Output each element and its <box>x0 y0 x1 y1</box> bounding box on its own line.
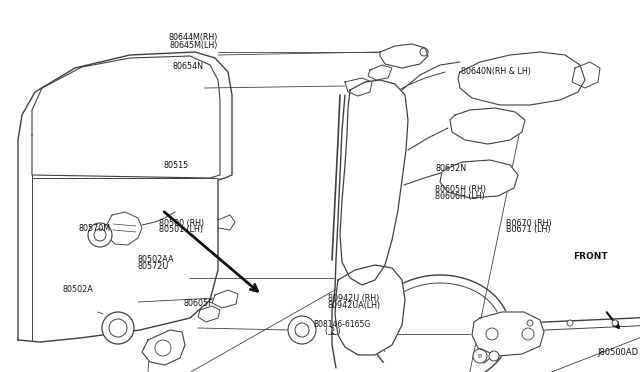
Circle shape <box>489 351 499 361</box>
Polygon shape <box>345 78 372 96</box>
Text: 80502AA: 80502AA <box>138 255 174 264</box>
Polygon shape <box>198 306 220 322</box>
Polygon shape <box>450 108 525 144</box>
Text: 80500 (RH): 80500 (RH) <box>159 219 204 228</box>
Polygon shape <box>368 65 392 80</box>
Polygon shape <box>440 160 518 198</box>
Circle shape <box>288 316 316 344</box>
Circle shape <box>94 229 106 241</box>
Text: J80500AD: J80500AD <box>598 348 639 357</box>
Text: 80640N(RH & LH): 80640N(RH & LH) <box>461 67 531 76</box>
Text: B0670 (RH): B0670 (RH) <box>506 219 551 228</box>
Circle shape <box>473 349 487 363</box>
Text: 80645M(LH): 80645M(LH) <box>169 41 218 50</box>
Text: 80652N: 80652N <box>435 164 467 173</box>
Text: 80605F: 80605F <box>184 299 213 308</box>
Polygon shape <box>340 80 408 285</box>
Circle shape <box>486 328 498 340</box>
Text: B08146-6165G: B08146-6165G <box>314 320 371 329</box>
Circle shape <box>295 323 309 337</box>
Text: 80501 (LH): 80501 (LH) <box>159 225 203 234</box>
Polygon shape <box>142 330 185 365</box>
Text: B0671 (LH): B0671 (LH) <box>506 225 550 234</box>
Polygon shape <box>472 312 544 356</box>
Polygon shape <box>335 265 405 355</box>
Circle shape <box>88 223 112 247</box>
Text: 80572U: 80572U <box>138 262 169 271</box>
Circle shape <box>420 48 428 56</box>
Polygon shape <box>458 52 585 105</box>
Text: 80502A: 80502A <box>63 285 93 294</box>
Text: 80644M(RH): 80644M(RH) <box>168 33 218 42</box>
Text: 80654N: 80654N <box>173 62 204 71</box>
Polygon shape <box>212 290 238 308</box>
Polygon shape <box>380 44 428 68</box>
Text: 80942UA(LH): 80942UA(LH) <box>328 301 381 310</box>
Text: B: B <box>478 353 482 359</box>
Circle shape <box>612 320 618 326</box>
Circle shape <box>102 312 134 344</box>
Text: 80605H (RH): 80605H (RH) <box>435 185 486 194</box>
Circle shape <box>527 320 533 326</box>
Text: ( 2 ): ( 2 ) <box>325 327 340 336</box>
Text: 80570M: 80570M <box>79 224 111 233</box>
Text: 80515: 80515 <box>164 161 189 170</box>
Circle shape <box>567 320 573 326</box>
Text: FRONT: FRONT <box>573 252 607 261</box>
Circle shape <box>155 340 171 356</box>
Circle shape <box>109 319 127 337</box>
Text: 80606H (LH): 80606H (LH) <box>435 192 485 201</box>
Circle shape <box>522 328 534 340</box>
Polygon shape <box>572 62 600 88</box>
Text: 80942U (RH): 80942U (RH) <box>328 294 379 303</box>
